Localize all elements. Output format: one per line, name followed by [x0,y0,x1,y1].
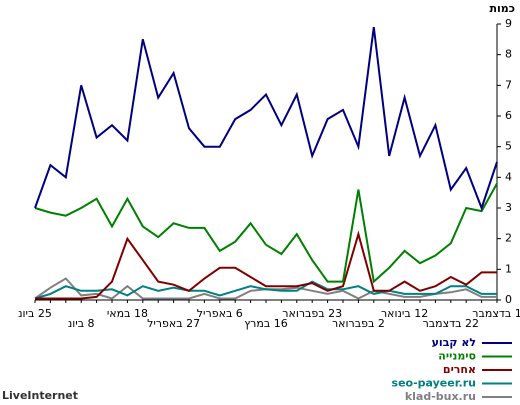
legend-label: אחרים [443,363,476,376]
chart-title: כמות [490,2,515,15]
y-tick-label: 1 [505,262,512,275]
legend-label: seo-payeer.ru [392,377,476,390]
x-tick-label: 27 באפריל [147,317,200,330]
y-tick-label: 4 [505,170,512,183]
x-tick-label: 18 במאי [107,307,148,320]
series-line [34,26,498,211]
series-line [35,230,497,300]
y-tick-label: 9 [505,17,512,30]
x-tick-label: 23 בפברואר [282,307,342,320]
y-tick-label: 2 [505,232,512,245]
series-line [34,183,498,284]
x-tick-label: 6 באפריל [197,307,243,320]
y-tick-label: 5 [505,140,512,153]
series-line [34,280,497,300]
brand: LiveInternet [2,389,78,402]
legend-label: klad-bux.ru [405,390,476,403]
y-tick-label: 6 [505,109,512,122]
y-tick-label: 8 [505,48,512,61]
x-tick-label: 8 ביונ [68,317,95,330]
legend-label: סימנייה [438,350,476,363]
x-tick-label: 16 במרץ [244,317,287,330]
y-tick-label: 0 [505,293,512,306]
x-tick-label: 2 בפברואר [332,317,385,330]
x-tick-label: 25 ביונ [18,307,52,320]
x-tick-label: 22 בדצמבר [423,317,479,330]
y-tick-label: 3 [505,201,512,214]
legend-label: לא קבוע [432,336,476,349]
x-tick-label: 12 בינואר [381,307,428,320]
x-tick-label: 1 בדצמבר [472,307,520,320]
y-tick-label: 7 [505,78,512,91]
